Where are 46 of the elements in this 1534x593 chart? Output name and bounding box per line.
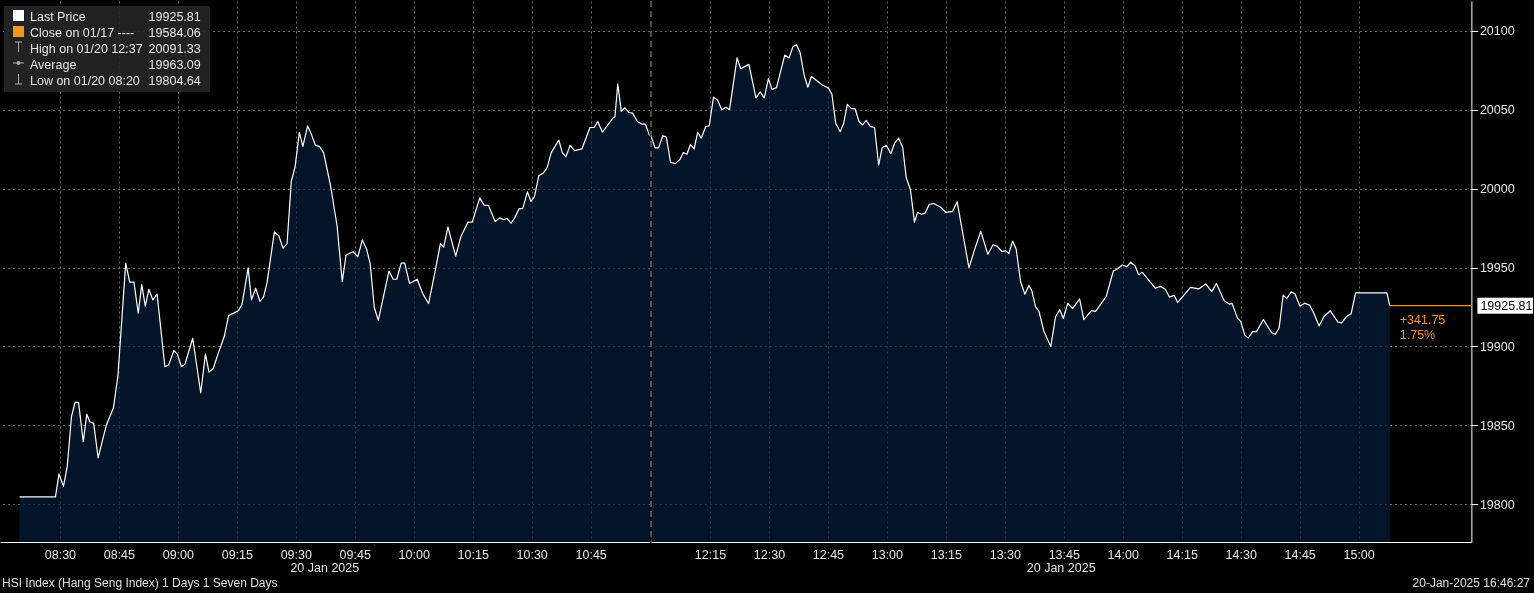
y-tick-label: 19900: [1479, 339, 1515, 354]
ref-line-label: 19925.81: [1480, 298, 1533, 313]
annotation: 20091.33: [147, 41, 202, 57]
annotation: Close on 01/17 ----: [29, 25, 136, 41]
x-tick-label: 13:45: [1048, 547, 1080, 562]
x-tick-label: 12:45: [812, 547, 845, 562]
x-tick-label: 15:00: [1343, 547, 1375, 562]
annotation: Average: [29, 57, 78, 73]
annotation: 19584.06: [147, 25, 202, 41]
x-tick-label: 10:45: [575, 547, 607, 562]
x-tick-label: 14:00: [1107, 547, 1139, 562]
x-tick-label: 10:00: [398, 547, 430, 562]
y-tick-label: 19800: [1479, 497, 1515, 512]
x-tick-label: 09:00: [162, 547, 195, 562]
text: HSI Index (Hang Seng Index) 1 Days 1 Seven Days: [2, 576, 278, 590]
x-tick-label: 09:30: [280, 547, 312, 562]
y-tick-label: 19950: [1479, 261, 1515, 276]
annotation: High on 01/20 12:37: [29, 41, 144, 57]
x-tick-label: 08:45: [103, 547, 136, 562]
annotation: 19963.09: [147, 57, 202, 73]
annotation: Low on 01/20 08:20: [29, 73, 141, 89]
x-tick-label: 12:15: [694, 547, 727, 562]
y-tick-label: 19850: [1479, 418, 1515, 433]
x-tick-label: 08:30: [44, 547, 77, 562]
y-tick-label: 20050: [1479, 103, 1515, 118]
annotation: 19804.64: [147, 73, 202, 89]
y-tick-label: 20100: [1479, 24, 1515, 39]
annotation: 1.75%: [1399, 327, 1436, 342]
legend-label: Last Price: [29, 9, 87, 25]
x-tick-label: 13:00: [871, 547, 904, 562]
x-tick-label: 13:15: [930, 547, 963, 562]
x-tick-label: 13:30: [989, 547, 1022, 562]
x-tick-label: 14:15: [1166, 547, 1198, 562]
x-tick-label: 14:30: [1225, 547, 1257, 562]
x-tick-label: 10:15: [457, 547, 489, 562]
text: 20 Jan 2025: [1026, 561, 1096, 575]
x-tick-label: 14:45: [1284, 547, 1316, 562]
text: 20-Jan-2025 16:46:27: [1412, 576, 1530, 590]
annotation: 19925.81: [147, 9, 202, 25]
x-tick-label: 10:30: [516, 547, 548, 562]
y-tick-label: 20000: [1479, 182, 1515, 197]
x-tick-label: 09:15: [221, 547, 254, 562]
text: 20 Jan 2025: [290, 561, 360, 575]
x-tick-label: 09:45: [339, 547, 371, 562]
x-tick-label: 12:30: [753, 547, 786, 562]
annotation: +341.75: [1399, 312, 1446, 327]
